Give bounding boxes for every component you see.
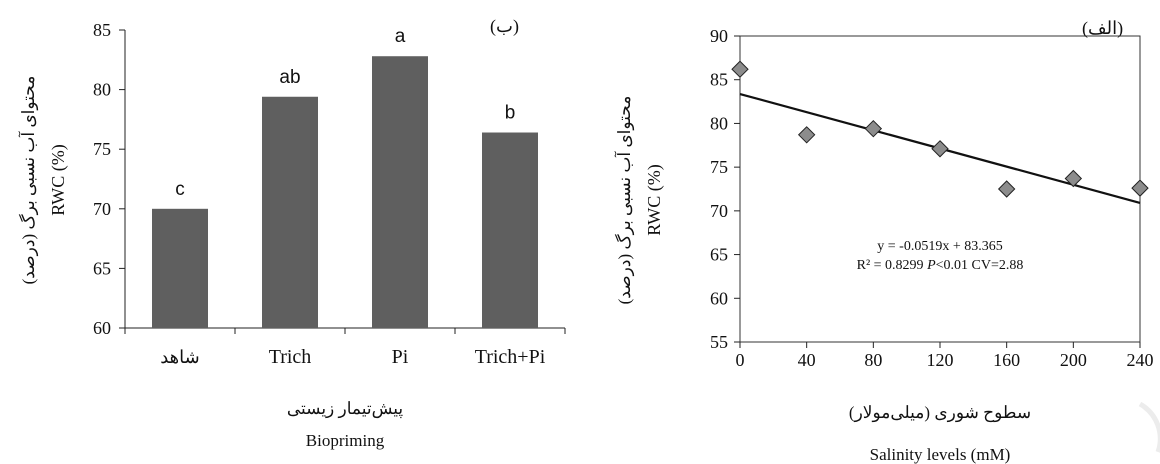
scatter-y-label-en: RWC (%) — [644, 164, 665, 236]
bar-y-tick-label: 70 — [93, 199, 111, 219]
bar-panel-label: (ب) — [490, 16, 519, 37]
scatter-y-label-fa: محتوای آب نسبی برگ (درصد) — [613, 96, 635, 305]
bar-y-tick-label: 65 — [93, 258, 111, 278]
bar-y-tick-label: 85 — [93, 20, 111, 40]
significance-letter: b — [505, 103, 516, 124]
trend-p-rest: <0.01 CV=2.88 — [936, 258, 1024, 273]
scatter-x-label-en: Salinity levels (mM) — [870, 445, 1011, 464]
data-point — [997, 180, 1016, 198]
data-point — [1064, 169, 1083, 188]
scatter-points — [731, 60, 1149, 198]
scatter-y-axis-ticks: 55 60 65 70 75 80 85 90 — [710, 26, 740, 352]
bar-x-label-en: Biopriming — [306, 431, 385, 450]
bar-category-label: Trich — [269, 346, 312, 368]
scatter-y-tick-label: 65 — [710, 245, 728, 265]
significance-letter: c — [175, 179, 185, 200]
trend-r2: R² = 0.8299 — [857, 258, 927, 273]
bar-x-label-fa: پیش‌تیمار زیستی — [287, 399, 404, 419]
scatter-y-tick-label: 80 — [710, 113, 728, 133]
bar-category-label: Pi — [392, 346, 409, 368]
bar-y-axis-ticks: 60 65 70 75 80 85 — [93, 20, 125, 338]
bar-y-label-en: RWC (%) — [48, 144, 69, 216]
scatter-panel-label: (الف) — [1082, 18, 1123, 39]
bar-y-tick-label: 75 — [93, 139, 111, 159]
bar — [262, 96, 318, 328]
trend-equation: y = -0.0519x + 83.365 — [877, 239, 1002, 254]
scatter-y-tick-label: 90 — [710, 26, 728, 46]
scatter-y-tick-label: 60 — [710, 288, 728, 308]
data-point — [1131, 179, 1149, 197]
bars — [152, 56, 538, 328]
bar-x-axis-ticks — [124, 328, 566, 334]
scatter-x-axis-ticks: 0 40 80 120 160 200 240 — [736, 342, 1154, 370]
bar-y-tick-label: 60 — [93, 318, 111, 338]
significance-letter: a — [395, 26, 406, 47]
significance-letter: ab — [279, 67, 300, 88]
trend-stats: R² = 0.8299 P<0.01 CV=2.88 — [857, 258, 1024, 273]
data-point — [731, 60, 749, 78]
scatter-x-label-fa: سطوح شوری (میلی‌مولار) — [849, 403, 1031, 423]
scatter-x-tick-label: 200 — [1060, 350, 1087, 370]
bar — [152, 208, 208, 328]
bar-category-label: Trich+Pi — [475, 346, 546, 368]
scatter-x-tick-label: 120 — [927, 350, 954, 370]
trend-p-letter: P — [926, 258, 936, 273]
bar-category-label: شاهد — [160, 347, 200, 367]
data-point — [797, 126, 816, 144]
bar-category-labels: شاهد Trich Pi Trich+Pi — [160, 346, 545, 368]
scatter-x-tick-label: 160 — [993, 350, 1020, 370]
scatter-plot-frame — [739, 35, 1141, 343]
scatter-chart: 55 60 65 70 75 80 85 90 0 40 80 120 160 200 240 (الف)… — [613, 18, 1154, 464]
scatter-x-tick-label: 40 — [798, 350, 816, 370]
data-point — [864, 119, 883, 138]
watermark-logo — [1138, 401, 1160, 453]
scatter-y-tick-label: 55 — [710, 332, 728, 352]
bar — [482, 132, 538, 328]
scatter-x-tick-label: 0 — [736, 350, 745, 370]
scatter-y-tick-label: 70 — [710, 201, 728, 221]
scatter-x-tick-label: 80 — [864, 350, 882, 370]
data-point — [931, 140, 949, 158]
scatter-x-tick-label: 240 — [1127, 350, 1154, 370]
bar-y-label-fa: محتوای آب نسبی برگ (درصد) — [17, 76, 39, 285]
bar-y-tick-label: 80 — [93, 80, 111, 100]
bar — [372, 56, 428, 328]
scatter-y-tick-label: 75 — [710, 157, 728, 177]
scatter-y-tick-label: 85 — [710, 70, 728, 90]
